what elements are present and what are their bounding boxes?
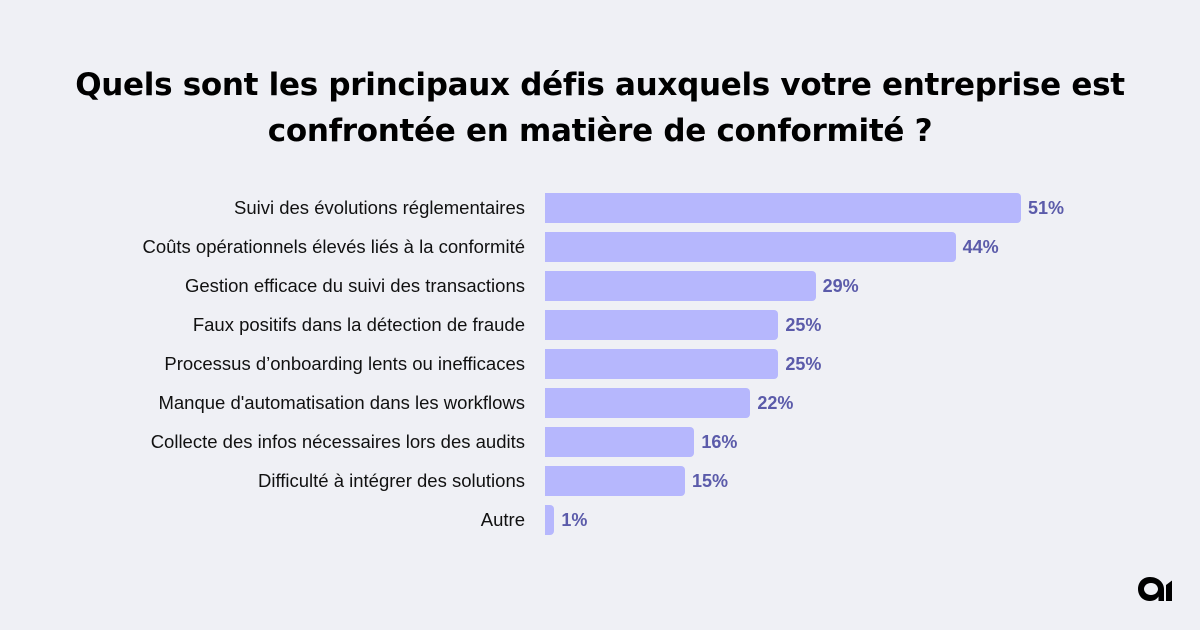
brand-logo-icon: [1138, 577, 1172, 601]
category-label: Gestion efficace du suivi des transactio…: [184, 275, 525, 296]
bar: [545, 427, 695, 457]
bar: [545, 232, 956, 262]
value-label: 29%: [822, 276, 859, 296]
value-label: 25%: [785, 354, 822, 374]
category-label: Coûts opérationnels élevés liés à la con…: [142, 236, 525, 257]
chart-title: Quels sont les principaux défis auxquels…: [0, 62, 1200, 154]
value-label: 22%: [757, 393, 794, 413]
value-label: 44%: [962, 237, 999, 257]
value-label: 51%: [1028, 198, 1065, 218]
category-label: Faux positifs dans la détection de fraud…: [192, 314, 525, 335]
value-label: 25%: [785, 315, 822, 335]
bar: [545, 271, 816, 301]
bar: [545, 193, 1021, 223]
chart-title-line-2: confrontée en matière de conformité ?: [267, 113, 933, 149]
bar: [545, 310, 779, 340]
category-label: Suivi des évolutions réglementaires: [233, 197, 525, 218]
chart-title-line-1: Quels sont les principaux défis auxquels…: [75, 67, 1125, 103]
bar: [545, 505, 555, 535]
category-label: Manque d'automatisation dans les workflo…: [158, 392, 525, 413]
category-label: Difficulté à intégrer des solutions: [257, 470, 525, 491]
bar: [545, 388, 751, 418]
value-label: 1%: [561, 510, 588, 530]
category-label: Processus d’onboarding lents ou ineffica…: [164, 353, 525, 374]
bar: [545, 466, 685, 496]
bar: [545, 349, 779, 379]
category-label: Autre: [480, 509, 525, 530]
value-label: 16%: [701, 432, 738, 452]
category-label: Collecte des infos nécessaires lors des …: [150, 431, 525, 452]
value-label: 15%: [692, 471, 729, 491]
